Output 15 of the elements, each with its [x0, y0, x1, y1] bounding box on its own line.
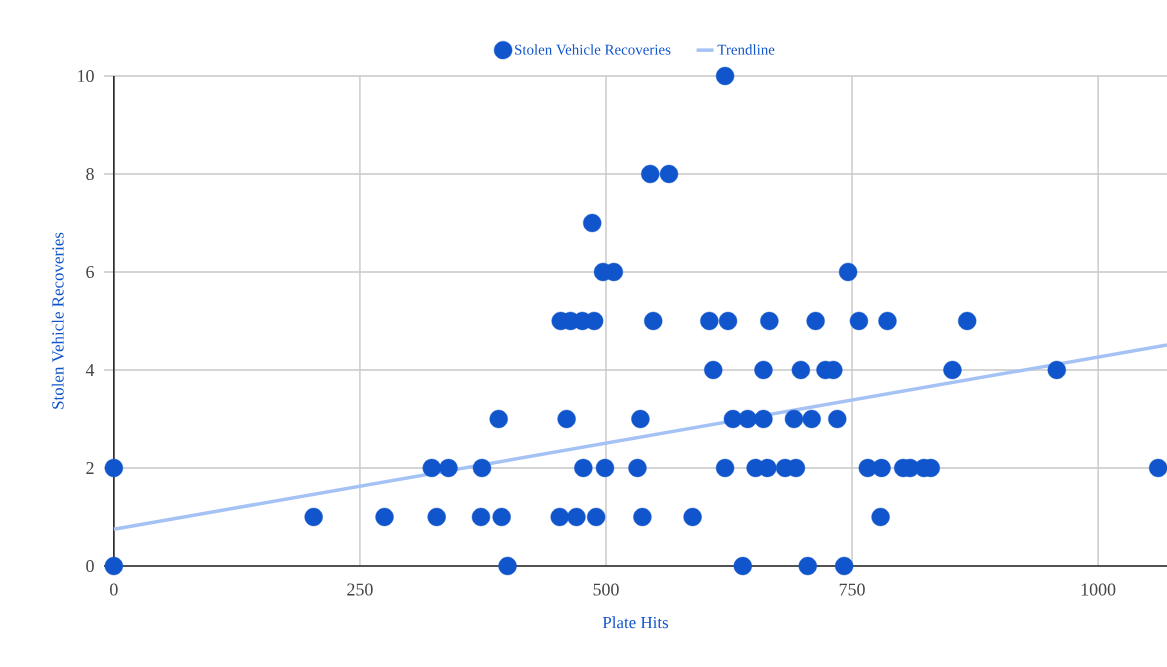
x-tick-label: 0 [110, 583, 118, 596]
x-tick-label: 250 [347, 583, 373, 596]
legend-label: Stolen Vehicle Recoveries [515, 44, 671, 55]
x-tick-label: 750 [839, 583, 865, 596]
y-tick-label: 0 [86, 559, 94, 573]
x-tick-label: 1000 [1081, 583, 1116, 596]
y-tick-label: 6 [86, 265, 94, 279]
x-tick-label: 500 [593, 583, 619, 596]
y-tick-label: 2 [86, 462, 94, 474]
x-axis-title: Plate Hits [602, 616, 669, 629]
y-tick-label: 4 [85, 364, 95, 376]
y-tick-label: 8 [86, 167, 94, 181]
y-tick-label: 10 [78, 69, 94, 83]
y-axis-title: Stolen Vehicle Recoveries [51, 232, 64, 409]
legend-label: Trendline [717, 44, 775, 55]
